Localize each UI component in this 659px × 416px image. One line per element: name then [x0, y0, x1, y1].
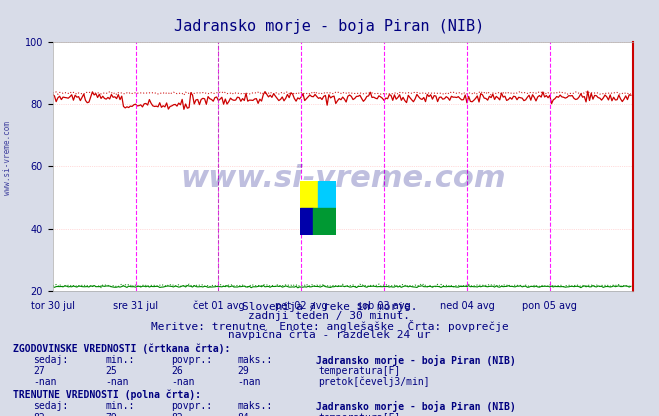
Text: 79: 79: [105, 413, 117, 416]
Text: maks.:: maks.:: [237, 355, 272, 365]
Text: sedaj:: sedaj:: [33, 401, 68, 411]
Bar: [300, 208, 312, 235]
Text: -nan: -nan: [105, 377, 129, 387]
Text: sedaj:: sedaj:: [33, 355, 68, 365]
Text: maks.:: maks.:: [237, 401, 272, 411]
Text: 82: 82: [33, 413, 45, 416]
Text: ZGODOVINSKE VREDNOSTI (črtkana črta):: ZGODOVINSKE VREDNOSTI (črtkana črta):: [13, 343, 231, 354]
Text: www.si-vreme.com: www.si-vreme.com: [3, 121, 13, 195]
Text: 26: 26: [171, 366, 183, 376]
Text: -nan: -nan: [33, 377, 57, 387]
Text: 25: 25: [105, 366, 117, 376]
Text: -nan: -nan: [237, 377, 261, 387]
Bar: [312, 208, 336, 235]
Text: povpr.:: povpr.:: [171, 401, 212, 411]
Text: temperatura[F]: temperatura[F]: [318, 413, 401, 416]
Text: 27: 27: [33, 366, 45, 376]
Text: temperatura[F]: temperatura[F]: [318, 366, 401, 376]
Text: povpr.:: povpr.:: [171, 355, 212, 365]
Text: -nan: -nan: [171, 377, 195, 387]
Text: Jadransko morje - boja Piran (NIB): Jadransko morje - boja Piran (NIB): [175, 19, 484, 34]
Text: Slovenija / reke in morje.: Slovenija / reke in morje.: [242, 302, 417, 312]
Text: min.:: min.:: [105, 355, 135, 365]
Text: Meritve: trenutne  Enote: anglešaške  Črta: povprečje: Meritve: trenutne Enote: anglešaške Črta…: [151, 320, 508, 332]
Text: TRENUTNE VREDNOSTI (polna črta):: TRENUTNE VREDNOSTI (polna črta):: [13, 389, 201, 400]
Bar: [318, 181, 336, 208]
Text: min.:: min.:: [105, 401, 135, 411]
Text: pretok[čevelj3/min]: pretok[čevelj3/min]: [318, 377, 430, 387]
Text: navpična črta - razdelek 24 ur: navpična črta - razdelek 24 ur: [228, 329, 431, 339]
Text: Jadransko morje - boja Piran (NIB): Jadransko morje - boja Piran (NIB): [316, 355, 516, 366]
Text: 84: 84: [237, 413, 249, 416]
Text: 29: 29: [237, 366, 249, 376]
Text: zadnji teden / 30 minut.: zadnji teden / 30 minut.: [248, 311, 411, 321]
Text: 82: 82: [171, 413, 183, 416]
Bar: [300, 181, 318, 208]
Text: www.si-vreme.com: www.si-vreme.com: [180, 164, 505, 193]
Text: Jadransko morje - boja Piran (NIB): Jadransko morje - boja Piran (NIB): [316, 401, 516, 412]
